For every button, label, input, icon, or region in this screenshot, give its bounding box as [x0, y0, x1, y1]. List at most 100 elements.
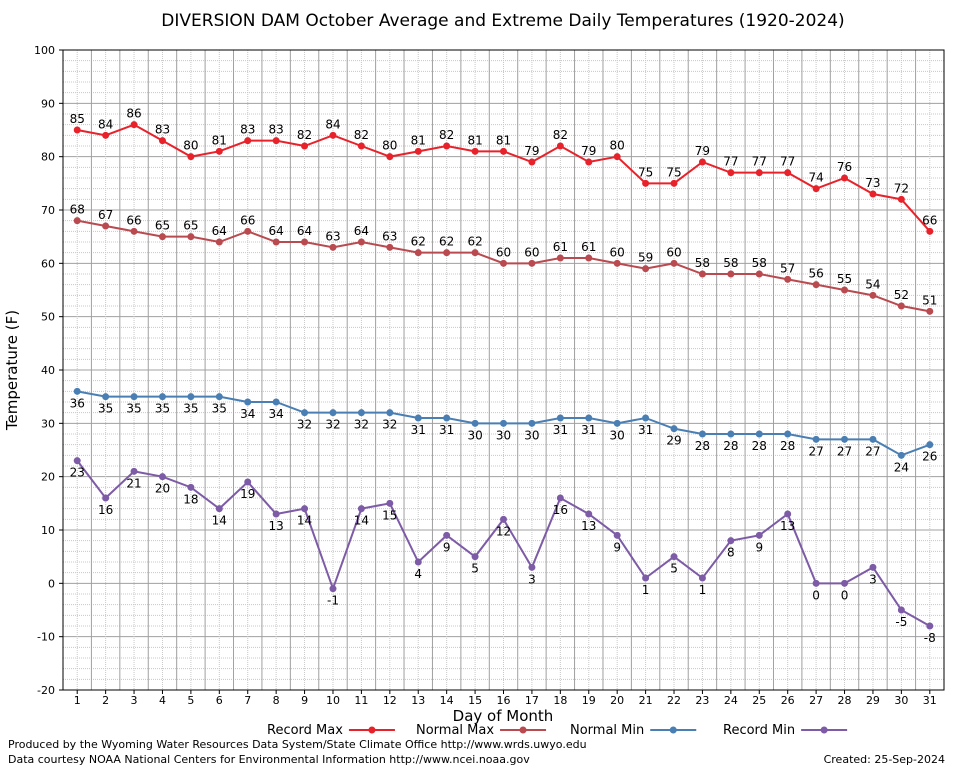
data-label: 79 [581, 144, 596, 158]
data-point [386, 409, 394, 417]
data-point [187, 483, 195, 491]
data-label: 30 [467, 428, 482, 442]
data-point [244, 227, 252, 235]
data-point [215, 147, 223, 155]
data-point [414, 249, 422, 257]
data-label: 83 [155, 123, 170, 137]
y-tick-label: 70 [41, 204, 55, 217]
data-point [755, 531, 763, 539]
x-tick-label: 27 [809, 694, 823, 707]
data-point [443, 414, 451, 422]
data-point [897, 451, 905, 459]
data-point [585, 254, 593, 262]
data-point [528, 158, 536, 166]
y-tick-label: 10 [41, 524, 55, 537]
data-point [841, 579, 849, 587]
x-tick-label: 31 [923, 694, 937, 707]
data-point [386, 499, 394, 507]
data-point [670, 553, 678, 561]
data-point [73, 217, 81, 225]
data-point [784, 169, 792, 177]
data-point [613, 153, 621, 161]
data-point [585, 510, 593, 518]
data-label: 55 [837, 272, 852, 286]
data-label: 14 [354, 514, 369, 528]
data-label: 83 [269, 123, 284, 137]
data-point [528, 419, 536, 427]
data-label: 59 [638, 251, 653, 265]
data-label: 74 [808, 171, 823, 185]
data-point [471, 553, 479, 561]
data-label: 35 [183, 402, 198, 416]
data-label: 82 [354, 128, 369, 142]
series-normal-max: 68 67 66 65 65 64 66 64 64 63 64 63 62 62 62 60 60 61 61 60… [70, 203, 937, 315]
data-label: 8 [727, 546, 735, 560]
data-label: 85 [70, 112, 85, 126]
data-label: 66 [922, 213, 937, 227]
x-tick-label: 4 [159, 694, 166, 707]
data-point [869, 190, 877, 198]
data-label: 15 [382, 508, 397, 522]
data-point [414, 147, 422, 155]
y-tick-label: -20 [37, 684, 55, 697]
data-label: 9 [755, 540, 763, 554]
data-point [897, 302, 905, 310]
data-point [73, 126, 81, 134]
data-point [812, 281, 820, 289]
data-point [158, 137, 166, 145]
data-label: 0 [841, 588, 849, 602]
legend-item: Record Min [723, 723, 848, 738]
data-point [613, 531, 621, 539]
data-label: 26 [922, 450, 937, 464]
x-tick-label: 21 [639, 694, 653, 707]
data-label: 61 [581, 240, 596, 254]
data-point [670, 425, 678, 433]
data-point [414, 558, 422, 566]
data-point [556, 414, 564, 422]
data-label: 62 [411, 235, 426, 249]
data-label: 64 [212, 224, 227, 238]
data-point [642, 265, 650, 273]
y-tick-label: 80 [41, 151, 55, 164]
data-point [755, 430, 763, 438]
data-point [670, 179, 678, 187]
data-label: 57 [780, 261, 795, 275]
data-point [187, 233, 195, 241]
legend-item: Normal Min [570, 723, 697, 738]
y-tick-label: 50 [41, 311, 55, 324]
data-point [755, 270, 763, 278]
data-label: 31 [638, 423, 653, 437]
data-point [897, 606, 905, 614]
data-label: 84 [325, 117, 340, 131]
data-label: 84 [98, 117, 113, 131]
data-point [869, 291, 877, 299]
data-label: 9 [443, 540, 451, 554]
data-point [500, 259, 507, 267]
data-label: 52 [894, 288, 909, 302]
data-label: 5 [471, 562, 479, 576]
data-point [471, 419, 479, 427]
data-point [244, 478, 252, 486]
x-tick-label: 26 [781, 694, 795, 707]
data-label: 20 [155, 482, 170, 496]
data-point [500, 419, 507, 427]
data-label: 35 [155, 402, 170, 416]
data-label: 32 [382, 418, 397, 432]
data-label: 75 [638, 165, 653, 179]
data-point [926, 227, 934, 235]
data-label: 58 [723, 256, 738, 270]
data-point [443, 531, 451, 539]
data-point [841, 435, 849, 443]
x-tick-label: 6 [216, 694, 223, 707]
data-label: -5 [895, 615, 907, 629]
data-label: 60 [666, 245, 681, 259]
data-label: 9 [613, 540, 621, 554]
x-tick-label: 19 [582, 694, 596, 707]
data-label: 12 [496, 524, 511, 538]
legend-swatch-marker [669, 726, 677, 734]
data-label: 54 [865, 277, 880, 291]
data-point [556, 494, 564, 502]
data-label: 35 [98, 402, 113, 416]
data-label: 77 [723, 155, 738, 169]
